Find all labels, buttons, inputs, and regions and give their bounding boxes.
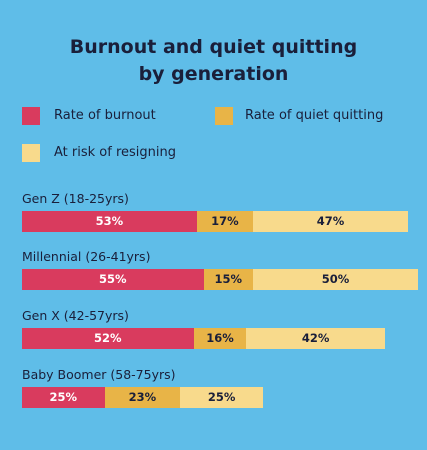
data-label-gen-z-quiet-quitting: 17% [211, 214, 239, 228]
bar-segment-baby-boomer-burnout: 25% [22, 387, 105, 408]
bar-segment-gen-x-risk-resigning: 42% [246, 328, 385, 349]
data-label-gen-x-risk-resigning: 42% [301, 331, 330, 345]
bar-row-baby-boomer: 25% 23% 25% [22, 387, 263, 408]
data-label-gen-x-quiet-quitting: 16% [206, 331, 234, 345]
data-label-millennial-quiet-quitting: 15% [214, 272, 243, 286]
bar-row-gen-x: 52% 16% 42% [22, 328, 385, 349]
bar-segment-millennial-risk-resigning: 50% [253, 269, 418, 290]
category-label-gen-z: Gen Z (18-25yrs) [22, 191, 129, 206]
data-label-millennial-burnout: 55% [98, 272, 127, 286]
data-label-gen-z-risk-resigning: 47% [316, 214, 345, 228]
category-label-baby-boomer: Baby Boomer (58-75yrs) [22, 367, 176, 382]
chart-title-line-1: Burnout and quiet quitting [69, 36, 358, 58]
bar-row-gen-z: 53% 17% 47% [22, 211, 409, 232]
category-label-gen-x: Gen X (42-57yrs) [22, 308, 129, 323]
chart-title: Burnout and quiet quitting by generation [0, 34, 427, 88]
bar-segment-millennial-quiet-quitting: 15% [203, 269, 253, 290]
bar-segment-baby-boomer-quiet-quitting: 23% [104, 387, 181, 408]
bar-segment-gen-x-burnout: 52% [22, 328, 194, 349]
legend-swatch-burnout [22, 107, 40, 125]
bar-row-millennial: 55% 15% 50% [22, 269, 418, 290]
bar-segment-gen-z-quiet-quitting: 17% [196, 211, 253, 232]
bar-segment-gen-x-quiet-quitting: 16% [193, 328, 247, 349]
data-label-baby-boomer-risk-resigning: 25% [207, 390, 236, 404]
bar-segment-baby-boomer-risk-resigning: 25% [180, 387, 263, 408]
legend-label-quiet-quitting: Rate of quiet quitting [245, 108, 384, 123]
bar-segment-gen-z-risk-resigning: 47% [253, 211, 409, 232]
legend-label-risk-resigning: At risk of resigning [54, 145, 176, 160]
category-label-millennial: Millennial (26-41yrs) [22, 249, 151, 264]
legend-swatch-quiet-quitting [215, 107, 233, 125]
data-label-baby-boomer-quiet-quitting: 23% [128, 390, 157, 404]
data-label-millennial-risk-resigning: 50% [321, 272, 350, 286]
bar-segment-gen-z-burnout: 53% [22, 211, 197, 232]
chart-title-line-2: by generation [138, 63, 289, 85]
legend-label-burnout: Rate of burnout [54, 108, 156, 123]
bar-segment-millennial-burnout: 55% [22, 269, 204, 290]
data-label-baby-boomer-burnout: 25% [49, 390, 78, 404]
data-label-gen-x-burnout: 52% [94, 331, 122, 345]
data-label-gen-z-burnout: 53% [95, 214, 124, 228]
legend-swatch-risk-resigning [22, 144, 40, 162]
